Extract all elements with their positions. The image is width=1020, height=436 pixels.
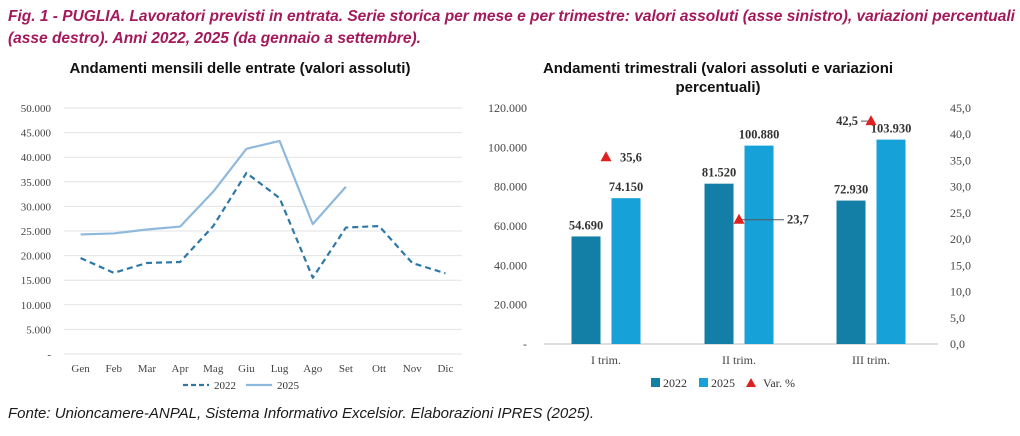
x-tick-label: Apr [172, 363, 189, 375]
legend-swatch [651, 378, 660, 387]
x-tick-label: Lug [271, 363, 289, 375]
y-tick-label: - [47, 349, 51, 361]
y-right-tick-label: 15,0 [950, 258, 971, 272]
var-pct-label: 23,7 [787, 213, 809, 227]
y-tick-label: 45.000 [21, 128, 52, 140]
bar-data-label: 81.520 [702, 166, 736, 180]
bar-data-label: 54.690 [569, 218, 603, 232]
y-tick-label: 15.000 [21, 275, 52, 287]
bar-data-label: 100.880 [739, 128, 780, 142]
y-right-tick-label: 40,0 [950, 127, 971, 141]
y-tick-label: 25.000 [21, 226, 52, 238]
x-tick-label: III trim. [852, 353, 890, 367]
y-tick-label: 5.000 [26, 324, 51, 336]
bar-2022 [836, 200, 866, 344]
y-tick-label: 50.000 [21, 103, 52, 115]
bar-2022 [571, 236, 601, 344]
legend-label: Var. % [763, 376, 795, 390]
y-right-tick-label: 30,0 [950, 180, 971, 194]
y-left-tick-label: - [523, 337, 527, 351]
var-pct-marker [600, 151, 612, 162]
y-tick-label: 10.000 [21, 300, 52, 312]
y-right-tick-label: 10,0 [950, 285, 971, 299]
bar-data-label: 72.930 [834, 183, 868, 197]
x-tick-label: Mag [203, 363, 224, 375]
legend-label: 2025 [711, 376, 735, 390]
source-note: Fonte: Unioncamere-ANPAL, Sistema Inform… [8, 405, 595, 422]
bar-data-label: 74.150 [609, 180, 643, 194]
series-line-2022 [80, 171, 446, 279]
y-tick-label: 35.000 [21, 177, 52, 189]
var-pct-marker [865, 115, 877, 126]
chart-title: Andamenti trimestrali (valori assoluti e… [543, 60, 893, 96]
x-tick-label: Dic [437, 363, 453, 375]
x-tick-label: I trim. [591, 353, 621, 367]
x-tick-label: Set [339, 363, 353, 375]
x-tick-label: Ott [372, 363, 386, 375]
series-line-2025 [80, 139, 347, 236]
legend-label: 2022 [663, 376, 687, 390]
bar-2025 [744, 145, 774, 344]
x-tick-label: Feb [106, 363, 123, 375]
bar-2025 [611, 198, 641, 344]
x-tick-label: Nov [403, 363, 422, 375]
legend-swatch [746, 378, 756, 387]
var-pct-label: 35,6 [620, 150, 642, 164]
bar-2025 [876, 139, 906, 344]
x-tick-label: II trim. [722, 353, 756, 367]
y-right-tick-label: 20,0 [950, 232, 971, 246]
y-right-tick-label: 35,0 [950, 153, 971, 167]
monthly-line-chart: Andamenti mensili delle entrate (valori … [21, 60, 462, 392]
y-tick-label: 20.000 [21, 251, 52, 263]
bar-data-label: 103.930 [871, 122, 912, 136]
y-tick-label: 40.000 [21, 152, 52, 164]
y-tick-label: 30.000 [21, 201, 52, 213]
y-right-tick-label: 5,0 [950, 311, 965, 325]
figure-title: Fig. 1 - PUGLIA. Lavoratori previsti in … [8, 8, 1015, 47]
x-tick-label: Gen [71, 363, 90, 375]
chart-title: Andamenti mensili delle entrate (valori … [70, 60, 411, 77]
x-tick-label: Mar [138, 363, 157, 375]
y-right-tick-label: 45,0 [950, 101, 971, 115]
legend-swatch [699, 378, 708, 387]
x-tick-label: Giu [238, 363, 255, 375]
legend-label: 2025 [277, 380, 300, 392]
var-pct-label: 42,5 [836, 114, 858, 128]
x-tick-label: Ago [303, 363, 322, 375]
y-right-tick-label: 0,0 [950, 337, 965, 351]
legend-label: 2022 [214, 380, 236, 392]
bar-2022 [704, 183, 734, 344]
var-pct-marker [733, 213, 745, 224]
y-right-tick-label: 25,0 [950, 206, 971, 220]
